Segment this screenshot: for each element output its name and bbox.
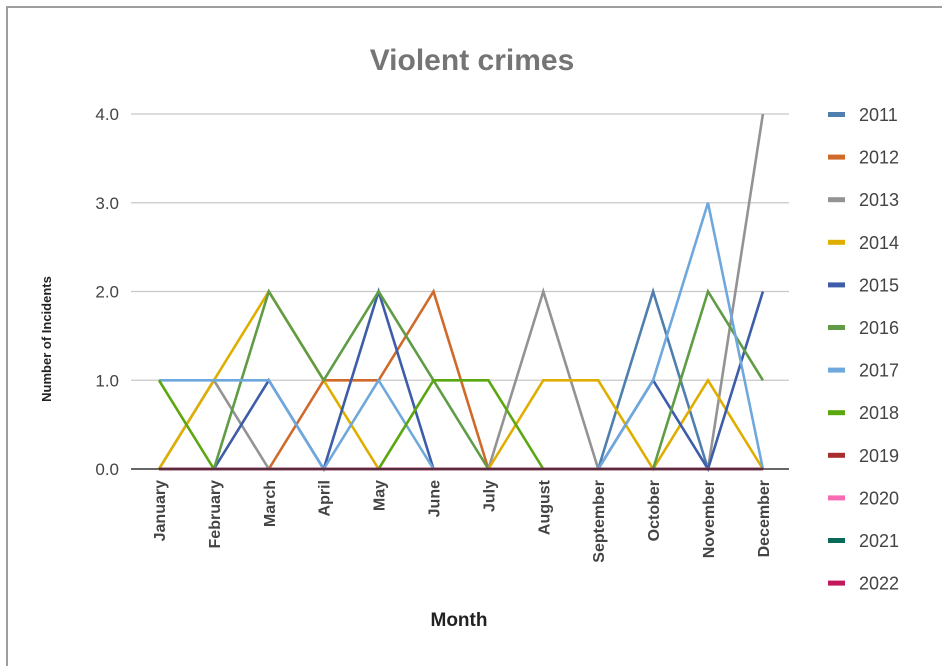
- legend-swatch-2018: [828, 410, 845, 416]
- x-tick-label: October: [646, 480, 663, 541]
- legend-swatch-2017: [828, 367, 845, 373]
- x-tick-label: April: [317, 480, 334, 516]
- legend-swatch-2011: [828, 112, 845, 117]
- legend-label: 2021: [859, 531, 899, 551]
- legend-swatch-2022: [828, 580, 845, 586]
- x-tick-label: August: [536, 479, 553, 535]
- legend-label: 2012: [859, 148, 899, 168]
- x-tick-label: March: [262, 480, 279, 527]
- legend-swatch-2015: [828, 282, 845, 288]
- legend-swatch-2013: [828, 197, 845, 203]
- y-tick-label: 1.0: [95, 371, 119, 390]
- legend-swatch-2014: [828, 239, 845, 245]
- x-tick-label: July: [481, 480, 498, 512]
- legend-label: 2018: [859, 403, 899, 423]
- y-tick-label: 3.0: [95, 194, 119, 213]
- x-tick-label: February: [207, 480, 224, 549]
- legend-label: 2014: [859, 233, 899, 253]
- legend-label: 2017: [859, 361, 899, 381]
- x-tick-label: May: [372, 480, 389, 511]
- legend-label: 2020: [859, 488, 899, 508]
- series-line-2016: [159, 288, 765, 471]
- x-tick-label: June: [427, 480, 444, 517]
- y-tick-label: 2.0: [95, 283, 119, 302]
- x-axis-ticks: January February March April May June July Augu…: [152, 479, 773, 562]
- x-tick-label: September: [591, 480, 608, 563]
- legend-label: 2019: [859, 446, 899, 466]
- legend-label: 2011: [859, 105, 898, 125]
- legend-swatch-2012: [828, 154, 845, 160]
- x-tick-label: December: [756, 480, 773, 557]
- legend-label: 2013: [859, 190, 899, 210]
- x-axis-title: Month: [431, 610, 488, 631]
- legend-swatch-2020: [828, 495, 845, 501]
- chart-title: Violent crimes: [370, 44, 575, 77]
- legend-label: 2022: [859, 574, 899, 594]
- x-tick-label: November: [701, 480, 718, 558]
- y-axis-title: Number of Incidents: [39, 276, 54, 402]
- legend-swatch-2016: [828, 325, 845, 330]
- legend: 2011 2012 2013 2014 2015 2016 2017 2018 2019 2020…: [828, 105, 899, 594]
- y-tick-label: 4.0: [95, 105, 119, 124]
- legend-swatch-2021: [828, 538, 845, 543]
- legend-swatch-2019: [828, 452, 845, 458]
- legend-label: 2016: [859, 318, 899, 338]
- legend-label: 2015: [859, 275, 899, 295]
- series-line-2017: [159, 202, 765, 472]
- y-axis-ticks: 0.0 1.0 2.0 3.0 4.0: [95, 105, 119, 479]
- y-tick-label: 0.0: [95, 460, 119, 479]
- x-tick-label: January: [152, 480, 169, 541]
- chart-frame: [6, 6, 942, 666]
- gridlines: [131, 113, 789, 381]
